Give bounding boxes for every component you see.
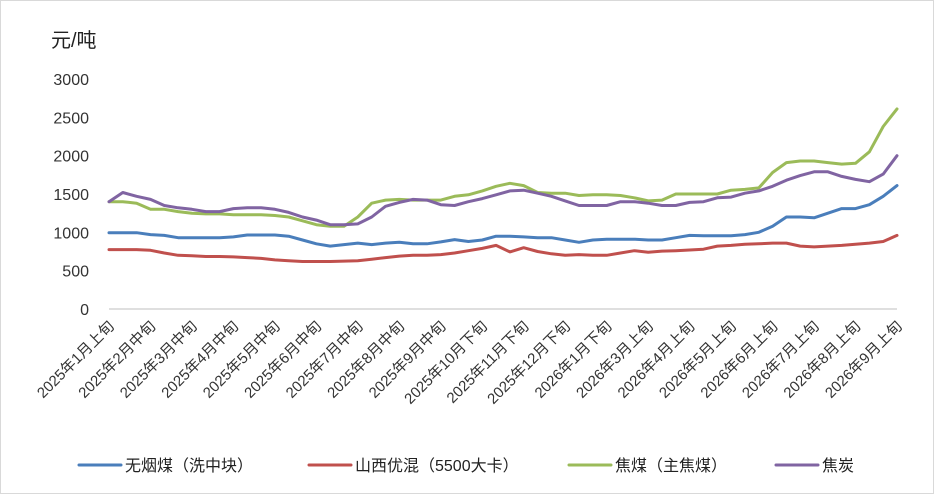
y-tick-label: 500	[62, 264, 89, 281]
legend: 无烟煤（洗中块） 山西优混（5500大卡） 焦煤（主焦煤） 焦炭	[77, 457, 854, 475]
series-line-3	[107, 107, 899, 228]
y-tick-label: 0	[80, 302, 89, 319]
series-line-4	[107, 154, 899, 227]
series-line-1	[107, 184, 899, 248]
x-tick-label: 2026年9月上旬	[822, 318, 906, 402]
y-axis-label: 元/吨	[51, 29, 97, 52]
y-tick-label: 2500	[53, 110, 89, 127]
legend-label-3: 焦煤（主焦煤）	[615, 457, 727, 475]
legend-label-4: 焦炭	[822, 457, 854, 475]
y-tick-label: 3000	[53, 72, 89, 89]
legend-label-2: 山西优混（5500大卡）	[355, 457, 519, 475]
y-tick-label: 2000	[53, 149, 89, 166]
y-tick-label: 1500	[53, 187, 89, 204]
plot-area: 元/吨0500100015002000250030002025年1月上旬2025…	[34, 29, 906, 408]
series-line-2	[107, 233, 899, 263]
y-tick-label: 1000	[53, 225, 89, 242]
legend-label-1: 无烟煤（洗中块）	[125, 457, 253, 475]
